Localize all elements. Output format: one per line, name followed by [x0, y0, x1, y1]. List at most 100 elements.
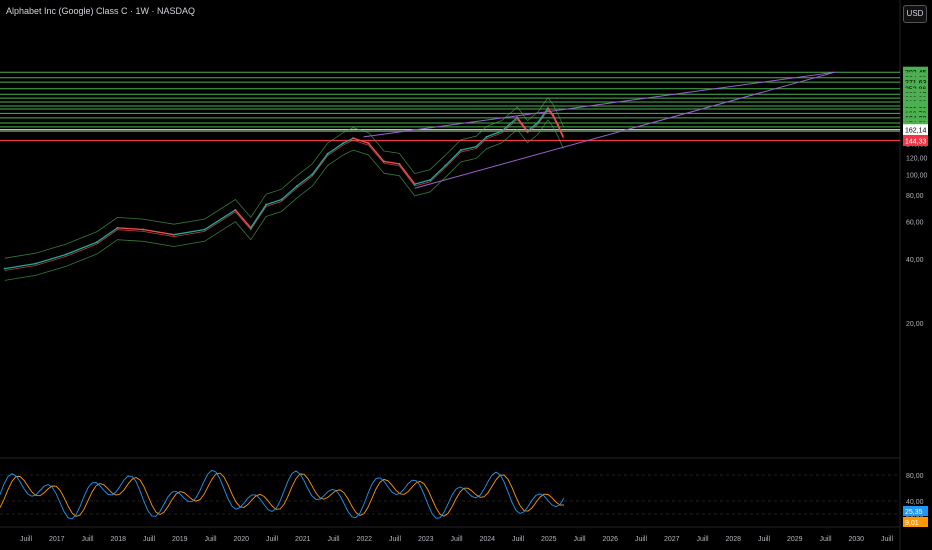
price-segment	[66, 241, 98, 256]
price-point	[142, 228, 145, 231]
price-point	[500, 129, 503, 132]
price-point	[413, 183, 416, 186]
price-point	[552, 114, 555, 117]
price-segment	[557, 125, 564, 138]
price-point	[557, 124, 560, 127]
time-tick-label: 2025	[541, 536, 557, 543]
price-point	[429, 179, 432, 182]
price-segment	[342, 137, 354, 144]
price-segment	[501, 117, 518, 132]
price-point	[311, 173, 314, 176]
time-tick-label: 2019	[172, 536, 188, 543]
chart-title: Alphabet Inc (Google) Class C · 1W · NAS…	[6, 6, 196, 16]
time-tick-label: Juill	[327, 536, 340, 543]
price-point	[116, 226, 119, 229]
price-tick-label: 80,00	[906, 193, 924, 200]
price-point	[485, 135, 488, 138]
osc-tick-label: 80,00	[906, 473, 924, 480]
price-tick-label: 120,00	[906, 156, 928, 163]
time-tick-label: Juill	[81, 536, 94, 543]
price-point	[295, 185, 298, 188]
trend-line	[414, 71, 836, 189]
time-tick-label: Juill	[450, 536, 463, 543]
price-point	[326, 152, 329, 155]
stoch-k-badge	[903, 506, 928, 516]
time-tick-label: Juill	[573, 536, 586, 543]
price-point	[249, 226, 252, 229]
price-point	[342, 142, 344, 145]
time-tick-label: 2024	[479, 536, 495, 543]
price-point	[475, 145, 478, 148]
price-point	[398, 162, 401, 165]
price-segment	[414, 179, 431, 185]
current-price-badge	[903, 124, 928, 136]
time-tick-label: Juill	[20, 536, 33, 543]
price-point	[547, 107, 549, 110]
price-segment	[445, 149, 462, 167]
price-point	[536, 121, 539, 124]
price-segment	[547, 107, 554, 116]
stoch-k-label: 25,35	[905, 509, 923, 516]
price-segment	[327, 142, 344, 155]
stoch-d-line	[0, 472, 565, 517]
price-segment	[527, 122, 539, 132]
stoch-d-label: 9,01	[905, 520, 919, 527]
price-segment	[296, 173, 313, 187]
time-tick-label: 2021	[295, 536, 311, 543]
price-point	[280, 198, 283, 201]
price-point	[367, 142, 370, 145]
time-tick-label: Juill	[266, 536, 279, 543]
price-segment	[265, 199, 282, 206]
time-tick-label: 2018	[110, 536, 126, 543]
currency-button[interactable]: USD	[903, 5, 927, 23]
price-point	[172, 233, 175, 236]
price-segment	[250, 204, 267, 229]
time-tick-label: Juill	[696, 536, 709, 543]
price-segment	[117, 227, 144, 231]
level-badge	[903, 83, 928, 95]
price-segment	[96, 227, 118, 243]
price-point	[3, 267, 6, 270]
osc-tick-label: 40,00	[906, 499, 924, 506]
time-tick-label: Juill	[389, 536, 402, 543]
lower-band	[4, 119, 564, 281]
price-segment	[429, 165, 446, 181]
price-point	[383, 160, 385, 163]
price-segment	[486, 130, 503, 138]
time-tick-label: Juill	[204, 536, 217, 543]
price-segment	[143, 228, 174, 236]
price-segment	[516, 117, 529, 132]
time-tick-label: 2026	[602, 536, 618, 543]
price-tick-label: 20,00	[906, 321, 924, 328]
level-badge	[903, 66, 928, 78]
price-point	[96, 241, 98, 244]
price-segment	[552, 114, 559, 126]
price-tick-label: 40,00	[906, 257, 924, 264]
price-point	[526, 129, 529, 132]
price-point	[459, 149, 462, 152]
price-segment	[281, 185, 298, 201]
time-tick-label: 2020	[233, 536, 249, 543]
level-badge	[903, 76, 928, 88]
price-point	[34, 262, 37, 265]
time-tick-label: Juill	[143, 536, 156, 543]
time-tick-label: 2023	[418, 536, 434, 543]
price-segment	[234, 209, 252, 229]
price-segment	[311, 153, 329, 175]
stoch-k-line	[0, 469, 565, 520]
time-tick-label: Juill	[819, 536, 832, 543]
price-tick-label: 60,00	[906, 219, 924, 226]
price-point	[265, 203, 268, 206]
time-tick-label: Juill	[881, 536, 894, 543]
price-point	[444, 164, 447, 167]
price-point	[352, 137, 355, 140]
support-badge	[903, 134, 928, 146]
time-tick-label: Juill	[635, 536, 648, 543]
price-segment	[537, 107, 549, 124]
time-tick-label: 2029	[787, 536, 803, 543]
moving-average	[4, 109, 564, 271]
price-point	[203, 228, 206, 231]
price-segment	[353, 137, 369, 144]
time-tick-label: 2017	[49, 536, 65, 543]
